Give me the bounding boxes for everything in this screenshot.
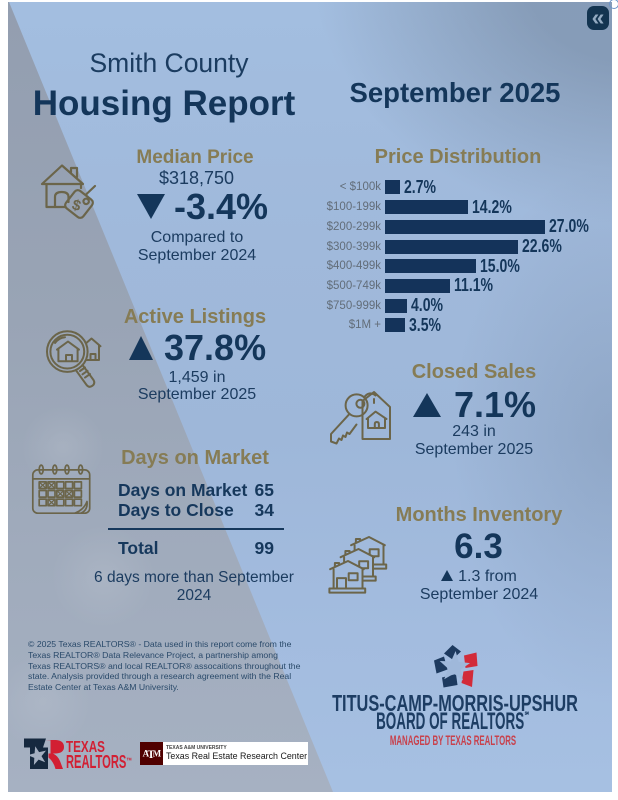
svg-text:A: A [143, 749, 150, 759]
svg-text:T: T [147, 749, 155, 761]
svg-text:M: M [153, 749, 162, 759]
svg-text:$: $ [70, 196, 83, 215]
